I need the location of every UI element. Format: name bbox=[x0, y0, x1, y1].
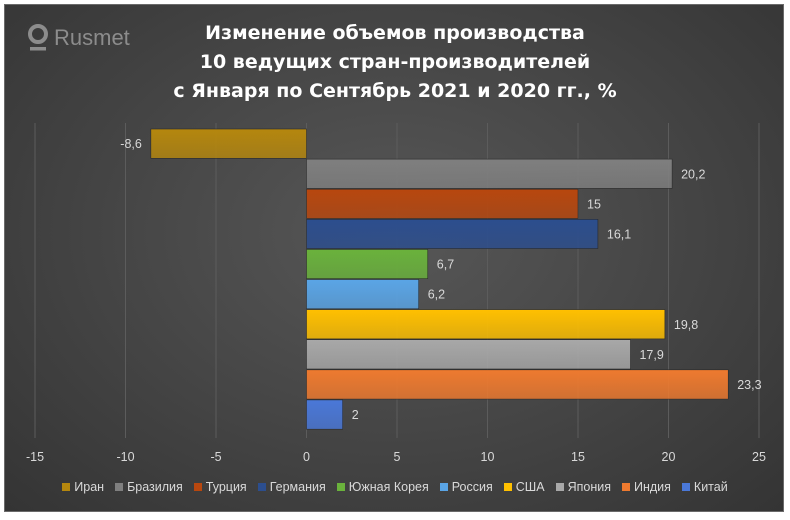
legend-item: Россия bbox=[439, 480, 493, 494]
data-label: 6,2 bbox=[428, 288, 445, 302]
legend-label: Южная Корея bbox=[348, 480, 429, 494]
bar-9 bbox=[306, 369, 729, 400]
chart-title-line-1: Изменение объемов производства bbox=[205, 22, 585, 44]
legend-label: Бразилия bbox=[127, 480, 183, 494]
legend-label: Россия bbox=[451, 480, 493, 494]
bar-chart: -15 -10 -5 0 5 10 15 20 25 -8,6 20,2 15 16,1 6,7 6,2 19… bbox=[26, 123, 766, 464]
chart-title-line-3: с Января по Сентябрь 2021 и 2020 гг., % bbox=[173, 80, 617, 102]
logo: Rusmet bbox=[27, 21, 130, 55]
legend-label: Китай bbox=[693, 480, 728, 494]
bar-2 bbox=[306, 158, 673, 189]
data-label: 16,1 bbox=[607, 227, 631, 241]
rusmet-logo-icon bbox=[28, 24, 48, 51]
bar-4 bbox=[306, 219, 599, 249]
legend-label: Германия bbox=[269, 480, 326, 494]
x-tick-label: 20 bbox=[662, 450, 676, 464]
x-tick-label: -15 bbox=[26, 450, 44, 464]
legend-swatch bbox=[439, 483, 448, 491]
legend-swatch bbox=[336, 483, 345, 491]
legend-swatch bbox=[257, 483, 266, 491]
legend-item: Китай bbox=[681, 480, 728, 494]
legend-swatch bbox=[503, 483, 512, 491]
legend-label: Турция bbox=[205, 480, 247, 494]
data-label: 23,3 bbox=[737, 378, 761, 392]
data-label: -8,6 bbox=[120, 137, 142, 151]
logo-text: Rusmet bbox=[54, 25, 130, 50]
legend-swatch bbox=[555, 483, 564, 491]
chart-legend: Иран Бразилия Турция Германия Южная Корея Рос… bbox=[5, 480, 783, 494]
legend-label: Иран bbox=[74, 480, 105, 494]
chart-title: Изменение объемов производства 10 ведущи… bbox=[5, 19, 783, 106]
chart-frame: Rusmet Изменение объемов производства 10… bbox=[4, 4, 784, 512]
legend-label: США bbox=[515, 480, 545, 494]
legend-item: Турция bbox=[193, 480, 247, 494]
legend-swatch bbox=[62, 483, 71, 491]
legend-swatch bbox=[193, 483, 202, 491]
legend-item: Бразилия bbox=[115, 480, 183, 494]
legend-swatch bbox=[115, 483, 124, 491]
bar-5 bbox=[306, 249, 429, 279]
legend-item: Индия bbox=[621, 480, 671, 494]
data-label: 20,2 bbox=[681, 167, 705, 181]
bar-7 bbox=[306, 309, 666, 340]
bar-6 bbox=[306, 279, 420, 310]
legend-item: Япония bbox=[555, 480, 611, 494]
x-tick-label: -5 bbox=[210, 450, 221, 464]
x-tick-label: 5 bbox=[394, 450, 401, 464]
data-label: 15 bbox=[587, 197, 601, 211]
chart-title-line-2: 10 ведущих стран-производителей bbox=[199, 51, 591, 73]
legend-swatch bbox=[681, 483, 690, 491]
legend-swatch bbox=[621, 483, 630, 491]
x-tick-label: 0 bbox=[303, 450, 310, 464]
x-tick-label: 25 bbox=[752, 450, 766, 464]
legend-item: Южная Корея bbox=[336, 480, 429, 494]
legend-item: США bbox=[503, 480, 545, 494]
bar-3 bbox=[306, 188, 579, 219]
x-tick-label: 15 bbox=[571, 450, 585, 464]
bar-1 bbox=[150, 128, 307, 159]
x-tick-label: 10 bbox=[481, 450, 495, 464]
bar-10 bbox=[306, 399, 344, 430]
data-label: 19,8 bbox=[674, 318, 698, 332]
legend-item: Иран bbox=[62, 480, 104, 494]
data-label: 17,9 bbox=[639, 348, 663, 362]
x-tick-label: -10 bbox=[116, 450, 134, 464]
legend-item: Германия bbox=[257, 480, 326, 494]
data-label: 2 bbox=[352, 408, 359, 422]
legend-label: Япония bbox=[567, 480, 611, 494]
bar-8 bbox=[306, 339, 631, 370]
legend-label: Индия bbox=[633, 480, 671, 494]
data-label: 6,7 bbox=[437, 258, 454, 272]
